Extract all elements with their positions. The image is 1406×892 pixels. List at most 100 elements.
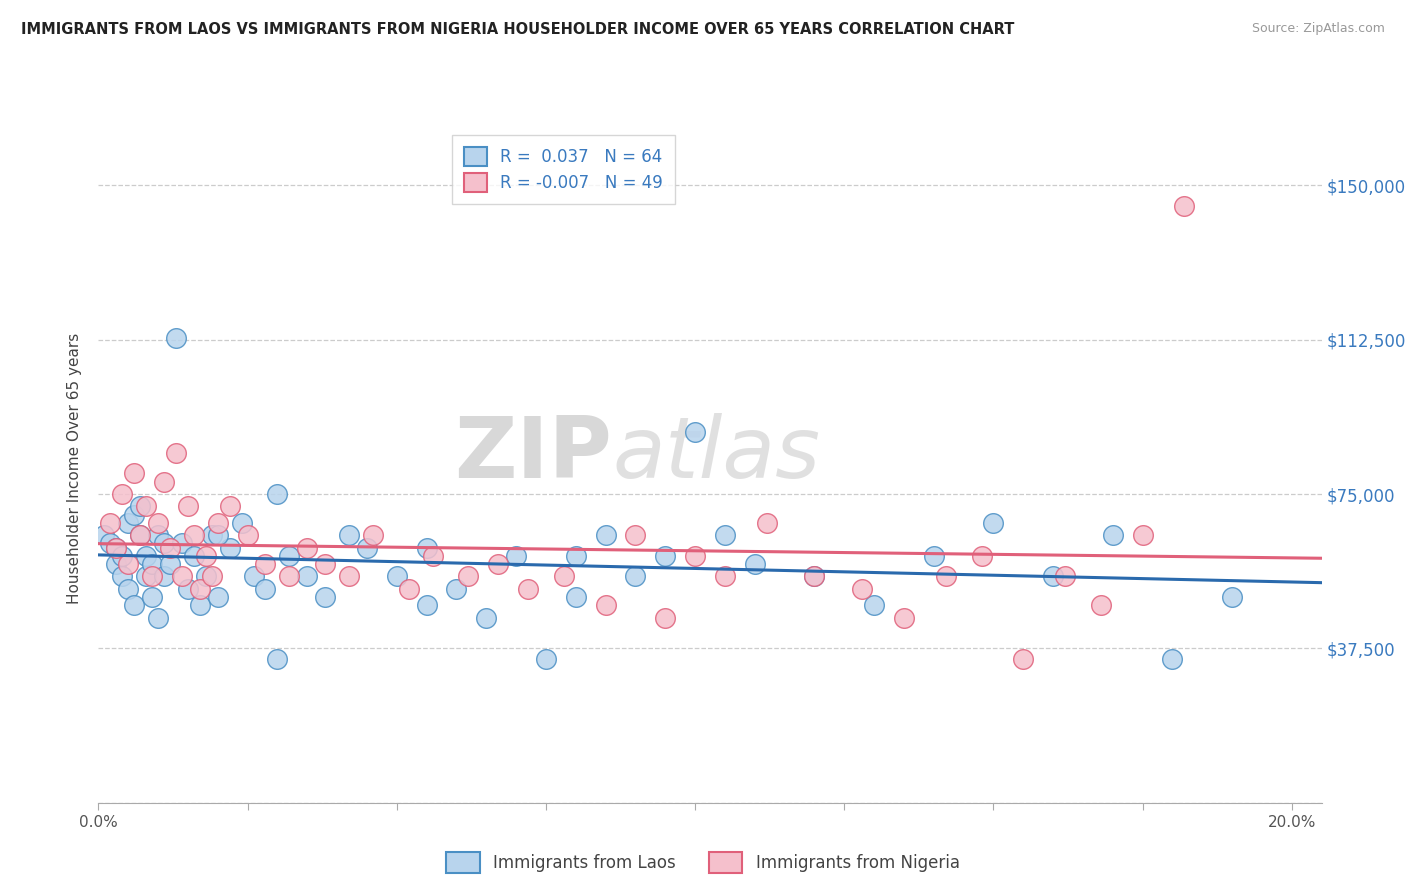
Point (117, 582, 139, 596)
Point (170, 536, 193, 550)
Point (922, 549, 945, 563)
Point (415, 541, 437, 555)
Point (207, 590, 229, 604)
Point (170, 569, 193, 583)
Point (565, 549, 588, 563)
Point (183, 528, 205, 542)
Point (422, 549, 444, 563)
Point (361, 528, 384, 542)
Point (314, 590, 336, 604)
Point (446, 582, 468, 596)
Point (165, 330, 187, 344)
Point (201, 528, 224, 542)
Point (231, 516, 253, 530)
Point (415, 598, 437, 612)
Point (153, 569, 176, 583)
Point (337, 569, 360, 583)
Point (517, 582, 540, 596)
Point (1220, 590, 1243, 604)
Point (194, 549, 217, 563)
Point (93, 528, 115, 542)
Point (595, 598, 617, 612)
Point (135, 500, 157, 514)
Point (207, 528, 229, 542)
Point (153, 475, 176, 489)
Point (654, 610, 676, 624)
Point (105, 557, 128, 571)
Point (565, 590, 588, 604)
Point (863, 598, 886, 612)
Point (141, 590, 163, 604)
Point (129, 500, 152, 514)
Point (337, 528, 360, 542)
Point (266, 651, 288, 665)
Point (117, 516, 139, 530)
Point (1173, 199, 1195, 213)
Point (851, 582, 873, 596)
Point (744, 557, 766, 571)
Point (111, 487, 134, 501)
Point (242, 569, 264, 583)
Point (98, 536, 121, 550)
Point (935, 569, 957, 583)
Point (475, 610, 498, 624)
Point (111, 569, 134, 583)
Point (1054, 569, 1077, 583)
Point (122, 598, 145, 612)
Point (218, 500, 240, 514)
Point (356, 541, 378, 555)
Point (534, 651, 557, 665)
Point (111, 549, 134, 563)
Point (177, 500, 200, 514)
Point (129, 528, 152, 542)
Point (177, 582, 200, 596)
Point (385, 569, 408, 583)
Point (1161, 651, 1184, 665)
Point (595, 528, 617, 542)
Point (398, 582, 420, 596)
Point (714, 528, 737, 542)
Point (553, 569, 575, 583)
Point (297, 569, 319, 583)
Point (714, 569, 737, 583)
Point (486, 557, 509, 571)
Point (236, 528, 259, 542)
Point (105, 541, 128, 555)
Text: IMMIGRANTS FROM LAOS VS IMMIGRANTS FROM NIGERIA HOUSEHOLDER INCOME OVER 65 YEARS: IMMIGRANTS FROM LAOS VS IMMIGRANTS FROM … (21, 22, 1015, 37)
Point (803, 569, 825, 583)
Point (457, 569, 479, 583)
Point (983, 516, 1005, 530)
Text: atlas: atlas (612, 413, 820, 497)
Point (893, 610, 915, 624)
Point (1132, 528, 1154, 542)
Point (129, 528, 152, 542)
Point (146, 610, 169, 624)
Point (194, 569, 217, 583)
Y-axis label: Householder Income Over 65 years: Householder Income Over 65 years (67, 333, 83, 604)
Point (505, 549, 527, 563)
Point (105, 541, 128, 555)
Point (207, 516, 229, 530)
Point (141, 557, 163, 571)
Point (297, 541, 319, 555)
Point (122, 508, 145, 522)
Point (803, 569, 825, 583)
Point (146, 516, 169, 530)
Point (201, 569, 224, 583)
Point (755, 516, 778, 530)
Point (683, 425, 706, 440)
Point (117, 557, 139, 571)
Point (624, 528, 647, 542)
Legend: Immigrants from Laos, Immigrants from Nigeria: Immigrants from Laos, Immigrants from Ni… (440, 846, 966, 880)
Text: ZIP: ZIP (454, 413, 612, 497)
Point (159, 557, 181, 571)
Point (1090, 598, 1112, 612)
Point (314, 557, 336, 571)
Point (254, 557, 277, 571)
Point (218, 541, 240, 555)
Point (1101, 528, 1123, 542)
Text: Source: ZipAtlas.com: Source: ZipAtlas.com (1251, 22, 1385, 36)
Point (183, 549, 205, 563)
Legend: R =  0.037   N = 64, R = -0.007   N = 49: R = 0.037 N = 64, R = -0.007 N = 49 (451, 136, 675, 204)
Point (153, 536, 176, 550)
